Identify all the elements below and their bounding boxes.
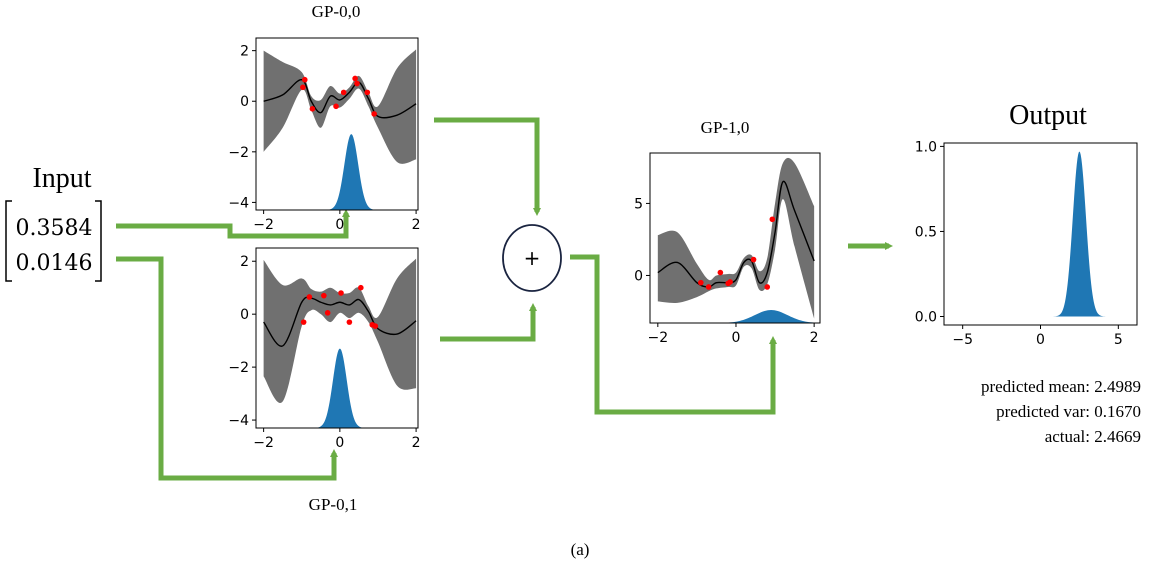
gp10-data-point bbox=[769, 216, 776, 223]
gp01-xtick-label: 2 bbox=[412, 435, 421, 451]
gp00-frame bbox=[255, 37, 419, 211]
plus-symbol: + bbox=[524, 246, 541, 270]
gp00-title: GP-0,0 bbox=[312, 2, 361, 21]
left-bracket bbox=[5, 200, 12, 282]
predicted-mean: predicted mean: 2.4989 bbox=[981, 377, 1141, 396]
arrow-gp01-to-sum bbox=[440, 303, 537, 342]
gp01-ytick-label: 0 bbox=[240, 307, 249, 323]
out-xtick-label: −5 bbox=[952, 332, 973, 348]
gp10-data-point bbox=[705, 284, 712, 290]
gp01-marks bbox=[263, 258, 417, 428]
sum-node: + bbox=[502, 224, 562, 292]
gp00-ytick-label: 0 bbox=[240, 94, 249, 110]
arrow-input-to-gp01 bbox=[116, 256, 338, 481]
gp00-ytick-label: 2 bbox=[240, 44, 249, 60]
gp10-xtick-label: 0 bbox=[732, 330, 741, 346]
input-value-1: 0.0146 bbox=[16, 251, 93, 276]
gp01-data-point bbox=[372, 323, 379, 329]
gp01-confidence-band bbox=[263, 258, 417, 404]
gp10-title: GP-1,0 bbox=[701, 118, 750, 137]
gp10-plot: −2 0 2 5 0 bbox=[634, 152, 821, 346]
gp01-data-point bbox=[324, 310, 331, 316]
arrow-gp00-to-sum bbox=[434, 117, 541, 216]
gp01-plot: −2 0 220−2−4 bbox=[228, 247, 421, 451]
gp01-data-point bbox=[346, 319, 353, 325]
input-vector: 0.3584 0.0146 bbox=[5, 200, 102, 282]
gp00-plot: −2 0 220−2−4 bbox=[228, 37, 421, 233]
gp10-xtick-label: 2 bbox=[810, 330, 819, 346]
gp01-xtick-label: −2 bbox=[253, 435, 274, 451]
gp01-xtick-label: 0 bbox=[335, 435, 344, 451]
out-ytick-label: 0.0 bbox=[915, 309, 937, 325]
gp00-data-point bbox=[300, 84, 306, 91]
gp10-data-point bbox=[698, 279, 704, 286]
gp00-data-point bbox=[354, 80, 360, 87]
gp10-data-point bbox=[717, 269, 724, 276]
gp10-marks bbox=[657, 157, 820, 323]
gp01-mean-line bbox=[263, 296, 417, 347]
gp00-data-point bbox=[333, 103, 339, 110]
gp00-data-point bbox=[301, 76, 308, 83]
gp00-marks bbox=[263, 49, 417, 210]
gp00-data-point bbox=[340, 89, 347, 96]
input-value-0: 0.3584 bbox=[16, 216, 93, 241]
predicted-var: predicted var: 0.1670 bbox=[996, 402, 1141, 421]
connectors bbox=[116, 117, 893, 481]
gp01-data-point bbox=[321, 292, 327, 299]
gp00-data-point bbox=[371, 111, 377, 117]
out-ytick-label: 0.5 bbox=[915, 224, 937, 240]
out-density bbox=[1053, 151, 1106, 317]
gp00-xtick-label: 0 bbox=[335, 217, 344, 233]
gp01-title: GP-0,1 bbox=[309, 495, 358, 514]
gp00-data-point bbox=[364, 89, 371, 96]
gp10-ytick-label: 0 bbox=[634, 268, 643, 284]
out-frame bbox=[943, 142, 1138, 326]
gp00-ytick-label: −2 bbox=[228, 145, 249, 161]
gp00-density bbox=[323, 134, 379, 210]
gp01-ytick-label: 2 bbox=[240, 254, 249, 270]
gp01-frame bbox=[255, 247, 419, 429]
gp00-xtick-label: −2 bbox=[253, 217, 274, 233]
arrow-input-to-gp00 bbox=[116, 209, 350, 239]
out-ytick-label: 1.0 bbox=[915, 139, 937, 155]
figure-caption: (a) bbox=[571, 540, 590, 559]
gp00-ytick-label: −4 bbox=[228, 195, 249, 211]
gp01-data-point bbox=[306, 294, 313, 300]
out-xtick-label: 5 bbox=[1114, 332, 1123, 348]
gp00-data-point bbox=[352, 75, 358, 82]
output-plot: −5 0 5 1.0 0.5 0.0 bbox=[915, 139, 1138, 348]
input-label: Input bbox=[32, 163, 91, 194]
gp01-data-point bbox=[300, 319, 307, 325]
sum-circle bbox=[502, 224, 562, 292]
gp10-xtick-label: −2 bbox=[647, 330, 668, 346]
gp10-data-point bbox=[764, 284, 771, 290]
gp01-density bbox=[312, 348, 368, 428]
out-xtick-label: 0 bbox=[1036, 332, 1045, 348]
gp10-density bbox=[705, 310, 820, 323]
gp10-data-point bbox=[750, 256, 757, 263]
gp01-data-point bbox=[358, 284, 364, 291]
actual-value: actual: 2.4669 bbox=[1045, 427, 1141, 446]
gp10-data-point bbox=[727, 279, 733, 285]
gp01-ytick-label: −4 bbox=[228, 413, 249, 429]
gp00-mean-line bbox=[263, 79, 417, 119]
gp00-data-point bbox=[309, 106, 316, 112]
gp10-frame bbox=[649, 152, 821, 324]
right-bracket bbox=[95, 200, 102, 282]
gp00-xtick-label: 2 bbox=[412, 217, 421, 233]
gp00-confidence-band bbox=[263, 49, 417, 164]
arrow-sum-to-gp10 bbox=[570, 254, 777, 415]
gp01-data-point bbox=[338, 290, 344, 296]
gp10-confidence-band bbox=[657, 157, 815, 319]
gp01-ytick-label: −2 bbox=[228, 360, 249, 376]
out-marks bbox=[1053, 151, 1106, 317]
gp10-ytick-label: 5 bbox=[634, 196, 643, 212]
output-title: Output bbox=[1009, 100, 1087, 131]
